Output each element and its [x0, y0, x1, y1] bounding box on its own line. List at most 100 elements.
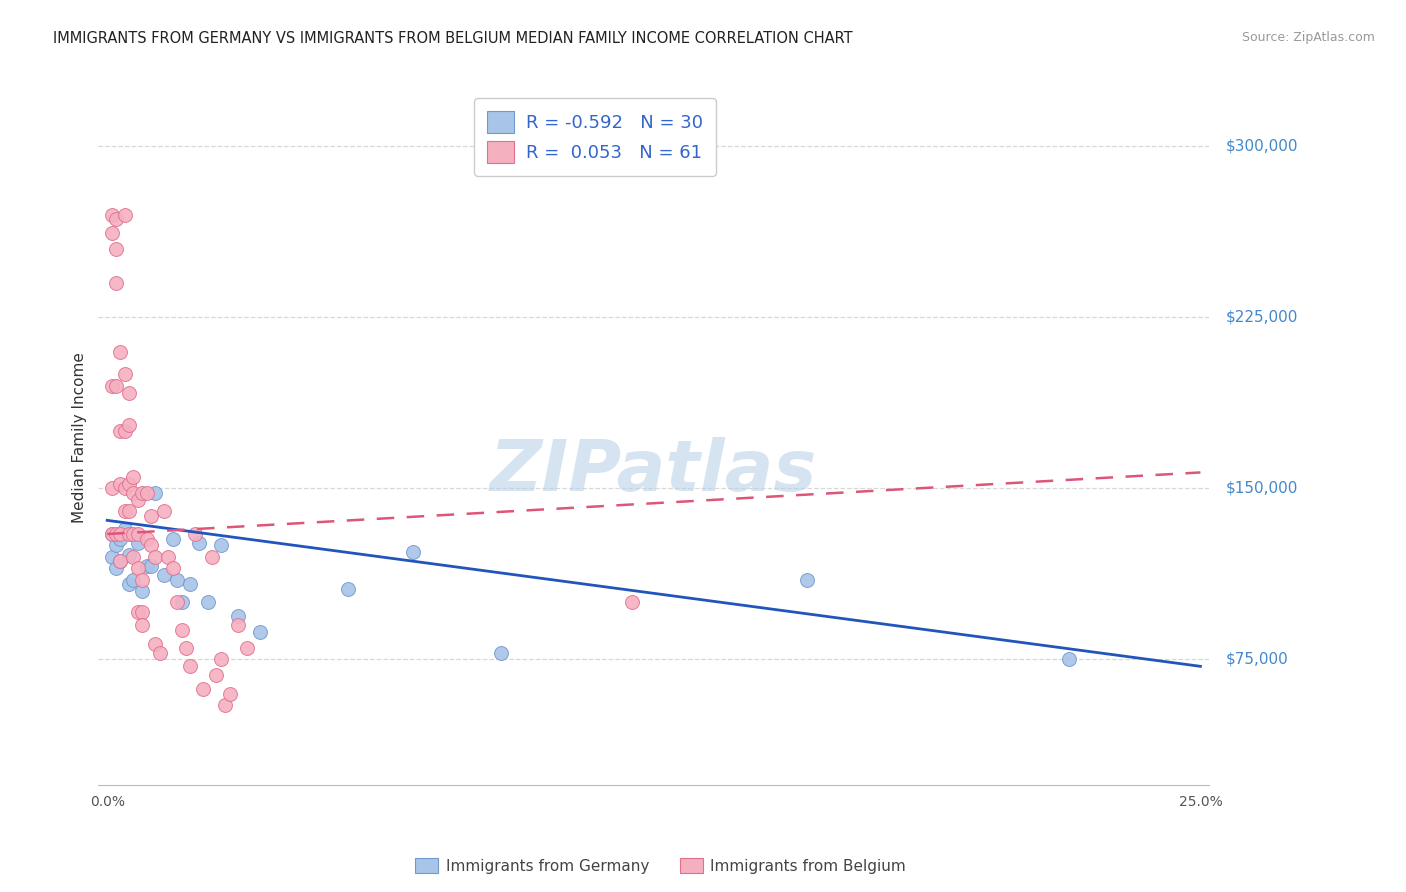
Point [127, 527, 149, 541]
Point [336, 582, 359, 596]
Text: Source: ZipAtlas.com: Source: ZipAtlas.com [1241, 31, 1375, 45]
Point [153, 568, 176, 582]
Legend: Immigrants from Germany, Immigrants from Belgium: Immigrants from Germany, Immigrants from… [409, 852, 912, 880]
Point [110, 527, 132, 541]
Point [131, 605, 153, 619]
Point [228, 609, 250, 624]
Point [197, 595, 219, 609]
Point [110, 476, 132, 491]
Legend: R = -0.592   N = 30, R =  0.053   N = 61: R = -0.592 N = 30, R = 0.053 N = 61 [474, 98, 716, 176]
Point [100, 549, 122, 564]
Point [179, 659, 201, 673]
Point [131, 486, 153, 500]
Point [143, 636, 166, 650]
Point [122, 470, 145, 484]
Point [104, 378, 127, 392]
Point [100, 527, 122, 541]
Point [127, 492, 149, 507]
Text: ZIPatlas: ZIPatlas [491, 437, 817, 507]
Point [796, 573, 818, 587]
Point [110, 554, 132, 568]
Point [110, 532, 132, 546]
Point [143, 486, 166, 500]
Point [139, 558, 162, 573]
Point [179, 577, 201, 591]
Y-axis label: Median Family Income: Median Family Income [72, 351, 87, 523]
Point [122, 527, 145, 541]
Point [1057, 652, 1080, 666]
Point [100, 378, 122, 392]
Point [209, 652, 232, 666]
Point [118, 417, 141, 432]
Point [162, 561, 184, 575]
Point [104, 212, 127, 227]
Point [114, 368, 136, 382]
Point [188, 536, 211, 550]
Point [209, 538, 232, 552]
Point [100, 226, 122, 240]
Point [118, 577, 141, 591]
Point [157, 549, 180, 564]
Point [100, 527, 122, 541]
Point [118, 527, 141, 541]
Point [104, 527, 127, 541]
Point [489, 646, 512, 660]
Point [104, 561, 127, 575]
Point [139, 508, 162, 523]
Point [166, 595, 188, 609]
Point [122, 573, 145, 587]
Text: $225,000: $225,000 [1226, 310, 1298, 325]
Point [114, 523, 136, 537]
Point [174, 641, 197, 656]
Point [402, 545, 425, 559]
Point [170, 623, 193, 637]
Point [100, 482, 122, 496]
Point [118, 548, 141, 562]
Point [139, 538, 162, 552]
Point [114, 482, 136, 496]
Point [110, 425, 132, 439]
Point [127, 605, 149, 619]
Text: $150,000: $150,000 [1226, 481, 1298, 496]
Point [104, 538, 127, 552]
Point [131, 618, 153, 632]
Point [114, 425, 136, 439]
Point [153, 504, 176, 518]
Point [131, 584, 153, 599]
Point [228, 618, 250, 632]
Point [135, 558, 157, 573]
Point [249, 625, 271, 640]
Point [114, 504, 136, 518]
Point [127, 561, 149, 575]
Point [143, 549, 166, 564]
Point [135, 532, 157, 546]
Point [214, 698, 236, 712]
Text: $300,000: $300,000 [1226, 139, 1298, 153]
Point [118, 385, 141, 400]
Point [193, 682, 215, 697]
Text: IMMIGRANTS FROM GERMANY VS IMMIGRANTS FROM BELGIUM MEDIAN FAMILY INCOME CORRELAT: IMMIGRANTS FROM GERMANY VS IMMIGRANTS FR… [53, 31, 853, 46]
Point [100, 208, 122, 222]
Point [114, 208, 136, 222]
Point [162, 532, 184, 546]
Point [170, 595, 193, 609]
Point [104, 276, 127, 290]
Point [104, 242, 127, 256]
Text: $75,000: $75,000 [1226, 652, 1288, 667]
Point [218, 687, 240, 701]
Point [127, 536, 149, 550]
Point [131, 573, 153, 587]
Point [166, 573, 188, 587]
Point [236, 641, 259, 656]
Point [118, 476, 141, 491]
Point [135, 486, 157, 500]
Point [201, 549, 224, 564]
Point [110, 344, 132, 359]
Point [122, 486, 145, 500]
Point [122, 549, 145, 564]
Point [110, 554, 132, 568]
Point [205, 668, 228, 682]
Point [183, 527, 205, 541]
Point [149, 646, 172, 660]
Point [118, 504, 141, 518]
